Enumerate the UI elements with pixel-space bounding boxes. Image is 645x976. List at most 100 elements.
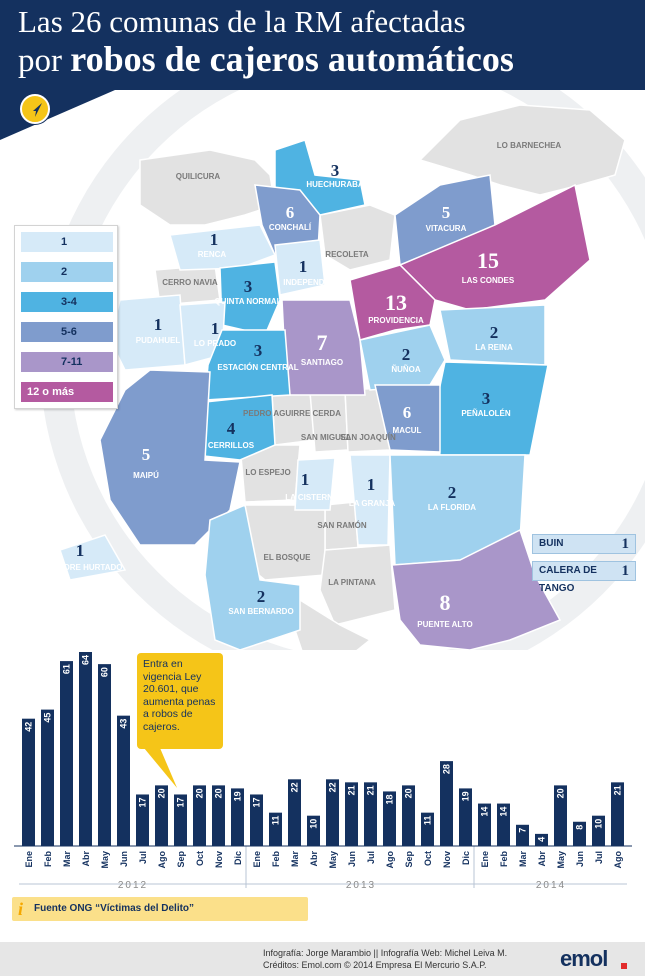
label-name-nunoa: ÑUÑOA [391, 365, 421, 374]
bar-value-label: 22 [290, 782, 300, 792]
bar [193, 785, 206, 846]
label-name-el-bosque: EL BOSQUE [264, 553, 312, 562]
month-label: Feb [43, 851, 53, 868]
bar [231, 788, 244, 846]
bar-value-label: 60 [100, 667, 110, 677]
label-value-las-condes: 15 [477, 248, 499, 273]
bar-value-label: 18 [385, 794, 395, 804]
label-value-padre-hurtado: 1 [76, 541, 85, 560]
month-label: Mar [290, 851, 300, 868]
bar [611, 782, 624, 846]
label-value-huechuraba: 3 [331, 161, 340, 180]
bar [250, 794, 263, 846]
legend-item: 1 [21, 232, 113, 252]
commune-san-miguel [309, 389, 349, 453]
label-name-estacion-central: ESTACIÓN CENTRAL [217, 363, 298, 372]
bar [98, 664, 111, 846]
bar [212, 785, 225, 846]
bar-value-label: 4 [537, 837, 547, 842]
bar [516, 824, 529, 846]
label-name-lo-prado: LO PRADO [194, 339, 236, 348]
bar [554, 785, 567, 846]
label-name-pedro-aguirre-cerda: PEDRO AGUIRRE CERDA [243, 409, 341, 418]
bar-value-label: 43 [119, 719, 129, 729]
month-label: Oct [195, 851, 205, 866]
bar [535, 833, 548, 846]
label-name-maipu: MAIPÚ [133, 471, 159, 480]
bar-value-label: 20 [214, 788, 224, 798]
month-label: Sep [176, 851, 186, 868]
bar [60, 661, 73, 846]
bar [345, 782, 358, 846]
legend-label: 1 [61, 236, 68, 248]
month-label: Jun [119, 851, 129, 867]
emol-logo[interactable]: emol [560, 946, 608, 971]
bar [592, 815, 605, 846]
label-name-san-bernardo: SAN BERNARDO [228, 607, 293, 616]
label-value-providencia: 13 [385, 290, 407, 315]
label-value-san-bernardo: 2 [257, 587, 266, 606]
bar-value-label: 17 [176, 797, 186, 807]
label-value-santiago: 7 [317, 330, 328, 355]
bar [383, 791, 396, 846]
label-value-lo-prado: 1 [211, 319, 220, 338]
title-line-1: Las 26 comunas de la RM afectadas [18, 4, 466, 39]
month-label: Abr [81, 851, 91, 867]
month-label: Dic [233, 851, 243, 865]
commune-san-bernardo [204, 503, 301, 650]
bar-value-label: 7 [518, 828, 528, 833]
label-value-la-reina: 2 [490, 323, 499, 342]
bar-value-label: 19 [461, 791, 471, 801]
label-name-lo-barnechea: LO BARNECHEA [497, 141, 562, 150]
label-value-renca: 1 [210, 230, 219, 249]
header-banner [0, 0, 645, 90]
commune-puente-alto [391, 528, 562, 650]
bar [307, 815, 320, 846]
bar-value-label: 20 [157, 788, 167, 798]
year-label: 2013 [346, 880, 376, 891]
credit-line-2: Créditos: Emol.com © 2014 Empresa El Mer… [263, 960, 487, 970]
label-name-la-reina: LA REINA [475, 343, 513, 352]
label-name-renca: RENCA [198, 250, 227, 259]
label-value-penalolen: 3 [482, 389, 491, 408]
legend-label: 7-11 [61, 356, 83, 368]
month-label: Ago [613, 851, 623, 869]
bar-value-label: 10 [594, 819, 604, 829]
bar [269, 812, 282, 846]
bar-value-label: 28 [442, 764, 452, 774]
label-name-providencia: PROVIDENCIA [368, 316, 424, 325]
bar-value-label: 21 [613, 785, 623, 795]
legend-item: 12 o más [21, 382, 113, 402]
bar [440, 761, 453, 846]
month-label: Jul [138, 851, 148, 864]
bar-value-label: 17 [138, 797, 148, 807]
commune-independencia [274, 239, 326, 296]
commune-la-cisterna [294, 457, 336, 511]
bar-value-label: 17 [252, 797, 262, 807]
legend-swatch [21, 232, 113, 252]
bar [364, 782, 377, 846]
label-name-padre-hurtado: PADRE HURTADO [53, 563, 122, 572]
label-value-conchali: 6 [286, 203, 295, 222]
bar-value-label: 42 [24, 722, 34, 732]
month-label: Nov [214, 851, 224, 868]
bar-value-label: 45 [43, 713, 53, 723]
month-label: May [328, 851, 338, 869]
label-name-independencia: INDEPEND. [283, 278, 327, 287]
source-text: Fuente ONG “Víctimas del Delito” [34, 903, 195, 914]
law-callout: Entra en vigencia Ley 20.601, que aument… [137, 653, 223, 749]
month-label: Feb [271, 851, 281, 868]
month-label: Nov [442, 851, 452, 868]
label-value-la-granja: 1 [367, 475, 376, 494]
commune-macul [374, 384, 441, 453]
label-value-pudahuel: 1 [154, 315, 163, 334]
year-label: 2012 [118, 880, 148, 891]
bar [136, 794, 149, 846]
bar [22, 718, 35, 846]
santiago-map: 3 6 1 5 1 3 15 13 1 1 7 2 3 2 3 6 4 5 1 … [40, 90, 645, 650]
bar [155, 785, 168, 846]
month-label: Oct [423, 851, 433, 866]
info-icon: i [18, 899, 24, 919]
label-value-puente-alto: 8 [440, 590, 451, 615]
